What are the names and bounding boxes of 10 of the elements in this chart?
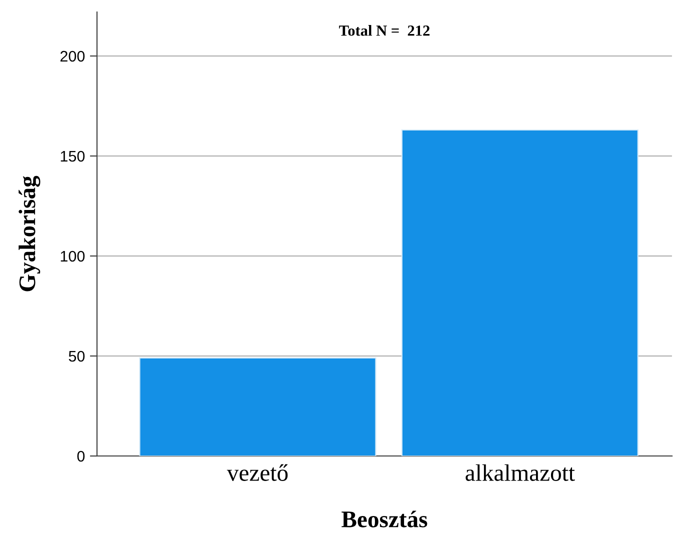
annotation: Total N = 212 (339, 25, 430, 36)
x-tick-label: vezető (226, 464, 288, 481)
y-tick-label: 100 (60, 250, 85, 262)
y-tick-label: 200 (60, 50, 85, 62)
y-tick-label: 50 (68, 350, 85, 362)
y-tick-label: 150 (60, 150, 85, 162)
y-tick-label: 0 (77, 450, 85, 462)
x-tick-label: alkalmazott (466, 464, 575, 481)
x-axis-title: Beosztás (342, 510, 428, 528)
y-axis-title: Gyakoriság (18, 176, 40, 292)
